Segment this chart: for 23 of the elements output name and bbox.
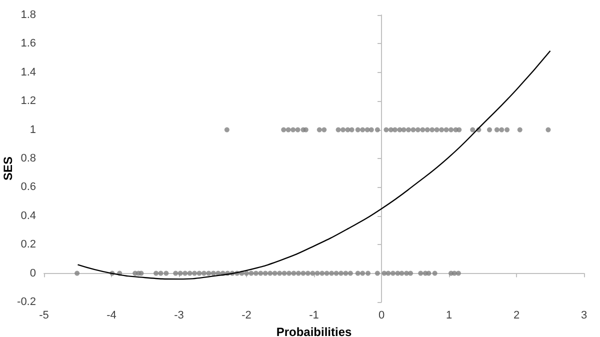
- x-tick-label: 0: [378, 310, 385, 322]
- x-tick-label: -5: [39, 310, 49, 322]
- line-series: [77, 50, 551, 280]
- y-tick-label: 0.6: [20, 181, 36, 194]
- x-tick-label: 3: [580, 310, 588, 322]
- y-tick-label: 0.2: [20, 238, 36, 251]
- x-tick-label: -2: [242, 310, 252, 322]
- x-tick-label: 2: [513, 310, 520, 322]
- y-tick-label: 1.8: [20, 9, 36, 21]
- y-tick-label: 0: [30, 267, 36, 280]
- y-tick-label: 1.6: [20, 38, 36, 50]
- y-tick-label: 0.8: [20, 152, 36, 164]
- y-tick-label: -0.2: [17, 296, 36, 308]
- x-tick-label: -3: [174, 310, 184, 322]
- x-tick-label: -4: [106, 310, 116, 322]
- x-axis-title: Probaibilities: [276, 324, 352, 337]
- y-tick-label: 1: [30, 124, 36, 136]
- y-tick-label: 0.4: [20, 210, 36, 222]
- y-tick-label: 1.2: [20, 95, 36, 108]
- y-tick-label: 1.4: [20, 66, 36, 78]
- x-tick-label: 1: [446, 310, 452, 322]
- x-tick-label: -1: [309, 310, 319, 322]
- y-axis-title: SES: [1, 156, 15, 181]
